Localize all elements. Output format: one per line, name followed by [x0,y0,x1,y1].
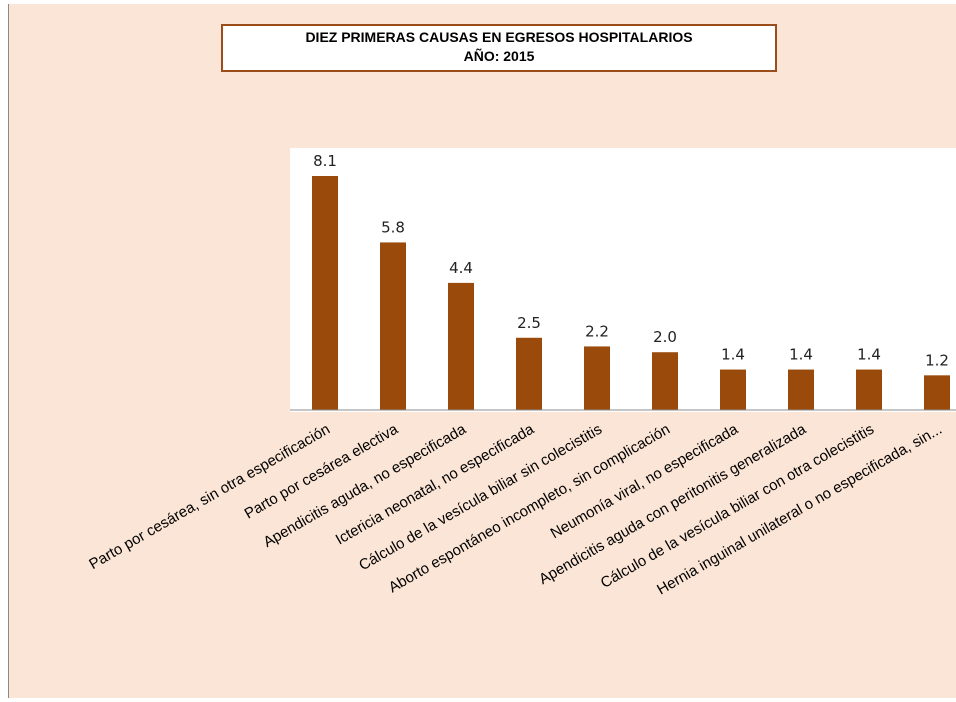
value-label: 1.4 [789,346,813,364]
chart-subtitle: AÑO: 2015 [463,48,535,64]
bar [924,375,950,410]
category-label: Cálculo de la vesícula biliar sin coleci… [356,421,605,575]
category-labels-group: Parto por cesárea, sin otra especificaci… [86,420,945,598]
value-label: 5.8 [381,218,405,236]
bar [720,369,746,410]
bar [652,352,678,410]
value-label: 2.2 [585,322,609,340]
value-labels-group: 8.1 5.8 4.4 2.5 2.2 2.0 1.4 1.4 1.4 1.2 [313,152,949,369]
value-label: 2.0 [653,328,677,346]
chart-title: DIEZ PRIMERAS CAUSAS EN EGRESOS HOSPITAL… [305,29,693,45]
bar [380,242,406,410]
value-label: 4.4 [449,259,473,277]
value-label: 2.5 [517,314,541,332]
bar [448,282,474,410]
value-label: 1.4 [857,346,881,364]
category-label: Parto por cesárea, sin otra especificaci… [86,421,333,573]
chart-title-box: DIEZ PRIMERAS CAUSAS EN EGRESOS HOSPITAL… [221,24,777,72]
bar [856,369,882,410]
value-label: 1.4 [721,346,745,364]
value-label: 1.2 [925,351,949,369]
value-label: 8.1 [313,152,337,170]
bar [312,176,338,410]
bar [788,369,814,410]
bars-group [312,176,950,410]
bar [516,337,542,410]
bar [584,346,610,410]
